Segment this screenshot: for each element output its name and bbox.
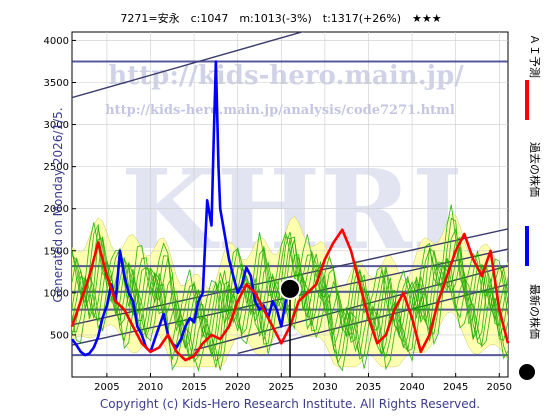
x-tick-label: 2005 xyxy=(94,382,119,393)
legend-marker-latest xyxy=(519,364,535,380)
channel-line xyxy=(72,32,305,99)
x-tick-label: 2010 xyxy=(138,382,163,393)
y-tick-label: 4000 xyxy=(44,36,69,47)
watermark-url-analysis: http://kids-hero.main.jp/analysis/code72… xyxy=(105,103,455,118)
latest-price-marker xyxy=(279,277,301,377)
x-tick-label: 2035 xyxy=(356,382,381,393)
y-tick-label: 500 xyxy=(50,330,69,341)
x-tick-label: 2030 xyxy=(312,382,337,393)
copyright: Copyright (c) Kids-Hero Research Institu… xyxy=(100,397,480,411)
chart-title: 7271=安永 c:1047 m:1013(-3%) t:1317(+26%) … xyxy=(120,11,441,25)
forecast-path xyxy=(72,204,508,332)
forecast-path xyxy=(72,217,508,339)
watermark-url: http://kids-hero.main.jp/ xyxy=(108,61,464,91)
channel-line xyxy=(72,228,508,326)
x-tick-label: 2045 xyxy=(443,382,468,393)
y-tick-label: 2000 xyxy=(44,204,69,215)
x-tick-label: 2020 xyxy=(225,382,250,393)
y-axis-ticks: 500 1000 1500 2000 2500 3000 3500 4000 xyxy=(44,36,76,341)
x-tick-label: 2050 xyxy=(487,382,512,393)
legend-label: 過去の株価 xyxy=(528,142,542,197)
y-tick-label: 3000 xyxy=(44,120,69,131)
latest-price-dot xyxy=(279,277,301,300)
x-tick-label: 2025 xyxy=(269,382,294,393)
legend-label: ＡＩ予測 xyxy=(528,34,542,78)
y-tick-label: 1500 xyxy=(44,246,69,257)
y-tick-label: 1000 xyxy=(44,288,69,299)
y-tick-label: 3500 xyxy=(44,78,69,89)
legend-label: 最新の株価 xyxy=(528,284,542,339)
x-axis-ticks: 2005 2010 2015 2020 2025 2030 2035 2040 2045 2050 xyxy=(94,373,512,393)
x-tick-label: 2015 xyxy=(181,382,206,393)
generated-date: Generated on Monday 2026/1/5. xyxy=(51,107,65,302)
y-tick-label: 2500 xyxy=(44,162,69,173)
forecast-path xyxy=(72,228,508,344)
x-tick-label: 2040 xyxy=(399,382,424,393)
past-price-line xyxy=(70,60,292,357)
